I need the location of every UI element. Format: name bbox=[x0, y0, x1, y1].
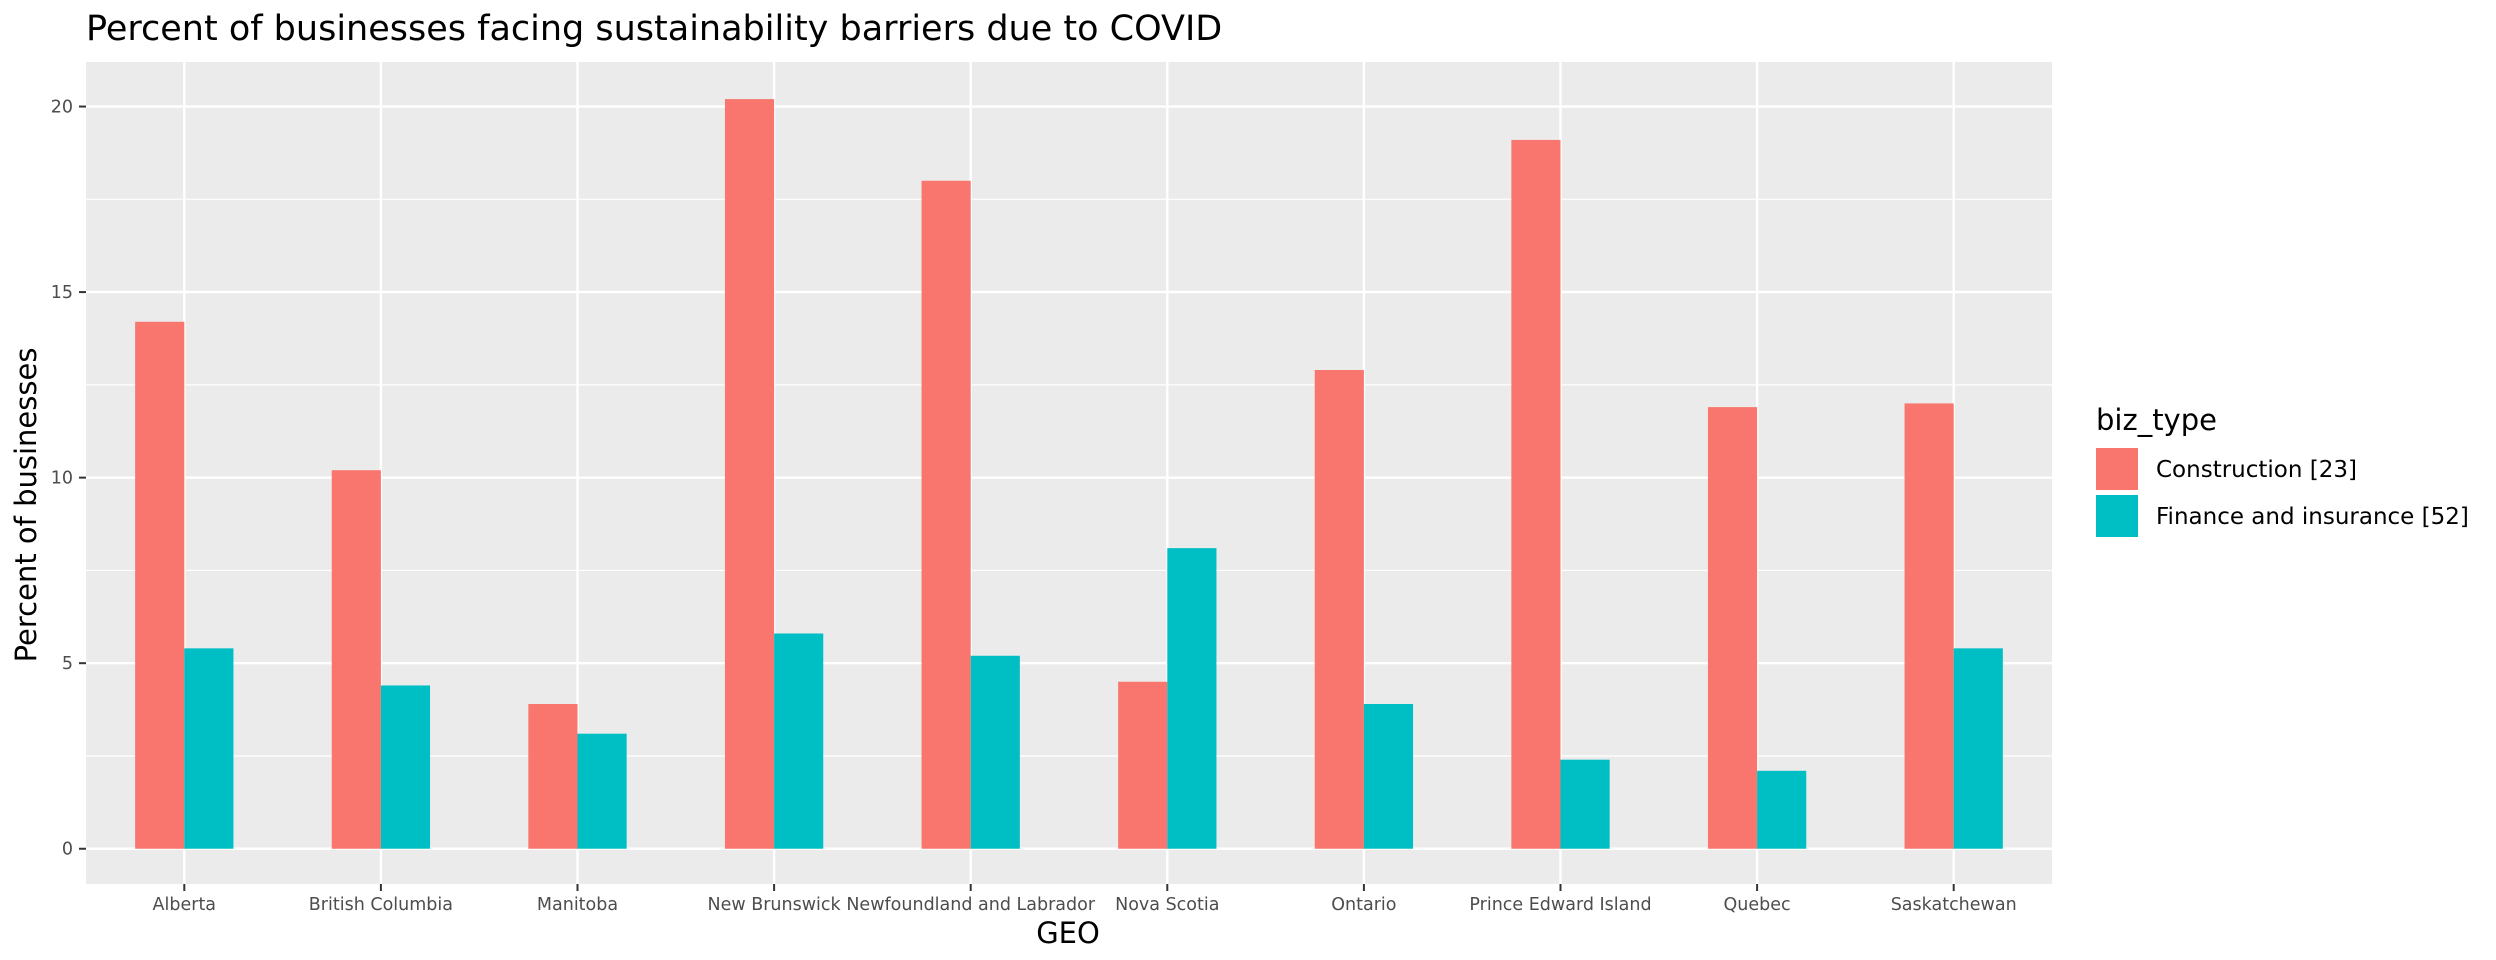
x-tick-label: Alberta bbox=[153, 895, 217, 915]
x-tick-label: Manitoba bbox=[537, 895, 618, 915]
bar-finance-7 bbox=[1560, 759, 1610, 849]
y-tick-label: 10 bbox=[51, 469, 73, 489]
bar-finance-6 bbox=[1363, 704, 1414, 849]
bar-construction-4 bbox=[921, 180, 971, 849]
chart-title: Percent of businesses facing sustainabil… bbox=[86, 9, 1222, 49]
bar-finance-8 bbox=[1757, 770, 1807, 849]
y-axis-title: Percent of businesses bbox=[9, 348, 43, 663]
y-tick-label: 20 bbox=[51, 98, 73, 118]
legend-key-construction bbox=[2096, 448, 2138, 490]
y-tick-label: 15 bbox=[51, 283, 73, 303]
bar-finance-9 bbox=[1953, 648, 2003, 849]
x-tick-label: British Columbia bbox=[309, 895, 453, 915]
bar-finance-4 bbox=[970, 655, 1020, 849]
legend-label: Finance and insurance [52] bbox=[2156, 504, 2469, 530]
bars bbox=[135, 99, 2003, 849]
bar-construction-9 bbox=[1904, 403, 1954, 849]
y-axis: 0 5 10 15 20 bbox=[51, 98, 86, 860]
x-tick-label: Saskatchewan bbox=[1891, 895, 2017, 915]
legend-key-finance bbox=[2096, 495, 2138, 537]
bar-construction-5 bbox=[1118, 681, 1168, 849]
x-tick-label: Ontario bbox=[1331, 895, 1396, 915]
bar-finance-0 bbox=[184, 648, 234, 849]
x-tick-label: Quebec bbox=[1724, 895, 1791, 915]
bar-construction-0 bbox=[135, 321, 185, 849]
y-tick-label: 0 bbox=[62, 840, 73, 860]
legend: biz_type Construction [23] Finance and in… bbox=[2096, 403, 2469, 537]
legend-label: Construction [23] bbox=[2156, 457, 2357, 483]
y-tick-label: 5 bbox=[62, 654, 73, 674]
legend-title: biz_type bbox=[2096, 403, 2217, 437]
bar-finance-1 bbox=[380, 685, 431, 849]
bar-construction-6 bbox=[1314, 370, 1364, 849]
x-tick-label: Newfoundland and Labrador bbox=[846, 895, 1095, 915]
x-tick-label: Prince Edward Island bbox=[1469, 895, 1651, 915]
bar-finance-2 bbox=[577, 733, 627, 849]
bar-construction-2 bbox=[528, 704, 578, 849]
x-axis-title: GEO bbox=[1036, 916, 1100, 950]
bar-construction-8 bbox=[1707, 407, 1758, 849]
x-tick-label: New Brunswick bbox=[708, 895, 842, 915]
bar-finance-5 bbox=[1167, 548, 1217, 849]
bar-construction-7 bbox=[1511, 139, 1561, 849]
bar-construction-3 bbox=[724, 99, 775, 849]
bar-construction-1 bbox=[331, 470, 381, 849]
bar-finance-3 bbox=[774, 633, 824, 849]
x-axis: Alberta British Columbia Manitoba New Bruns… bbox=[153, 884, 2017, 915]
x-tick-label: Nova Scotia bbox=[1115, 895, 1219, 915]
